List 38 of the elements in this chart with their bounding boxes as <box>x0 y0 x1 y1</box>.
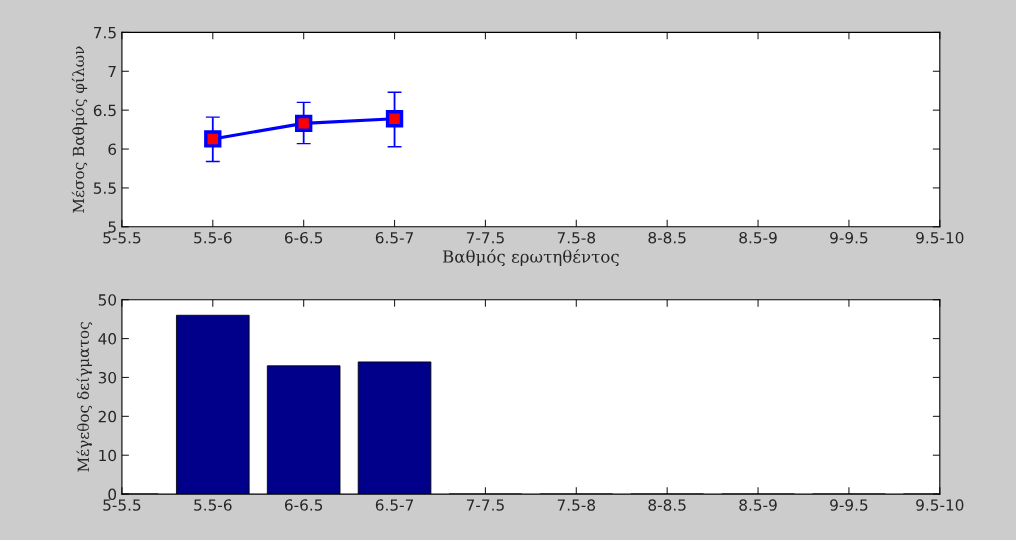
x-tick-label: 8-8.5 <box>648 499 686 511</box>
x-tick-label: 6-6.5 <box>284 499 323 511</box>
x-tick-label: 7-7.5 <box>466 232 504 244</box>
y-tick-label: 50 <box>98 294 117 306</box>
x-tick-label: 7-7.5 <box>466 499 504 511</box>
x-tick-label: 5.5-6 <box>194 231 232 244</box>
x-tick-label: 8.5-9 <box>739 231 777 244</box>
y-axis-title: Μέσος Βαθμός φίλων <box>71 46 88 213</box>
y-tick-label: 0 <box>108 488 117 501</box>
y-tick-label: 40 <box>98 333 117 345</box>
y-axis-title: Μέγεθος δείγματος <box>76 322 93 472</box>
x-tick-label: 8-8.5 <box>648 231 686 244</box>
x-tick-label: 9-9.5 <box>830 231 868 244</box>
x-tick-label: 7.5-8 <box>557 499 596 511</box>
x-axis-title: Βαθμός ερωτηθέντος <box>442 249 619 267</box>
x-tick-label: 9.5-10 <box>916 499 964 511</box>
x-tick-label: 6.5-7 <box>375 499 414 511</box>
x-tick-label: 5-5.5 <box>103 232 141 244</box>
y-tick-label: 7 <box>108 65 116 78</box>
x-tick-label: 6-6.5 <box>284 231 323 244</box>
point <box>294 114 313 133</box>
y-tick-label: 7.5 <box>94 27 116 39</box>
y-tick-label: 20 <box>98 410 117 423</box>
y-tick-label: 6 <box>108 143 117 156</box>
point <box>385 110 404 128</box>
x-tick-label: 8.5-9 <box>739 499 777 511</box>
x-tick-label: 6.5-7 <box>375 231 414 244</box>
point <box>204 130 222 148</box>
y-tick-label: 30 <box>98 371 117 384</box>
x-tick-label: 7.5-8 <box>557 231 596 244</box>
x-tick-label: 5-5.5 <box>103 499 141 511</box>
x-tick-label: 9-9.5 <box>830 499 868 511</box>
y-tick-label: 5 <box>108 221 116 233</box>
y-tick-label: 10 <box>99 449 117 462</box>
x-tick-label: 5.5-6 <box>194 499 232 511</box>
y-tick-label: 6.5 <box>93 104 116 117</box>
y-tick-label: 5.5 <box>93 182 116 194</box>
x-tick-label: 9.5-10 <box>916 231 964 244</box>
